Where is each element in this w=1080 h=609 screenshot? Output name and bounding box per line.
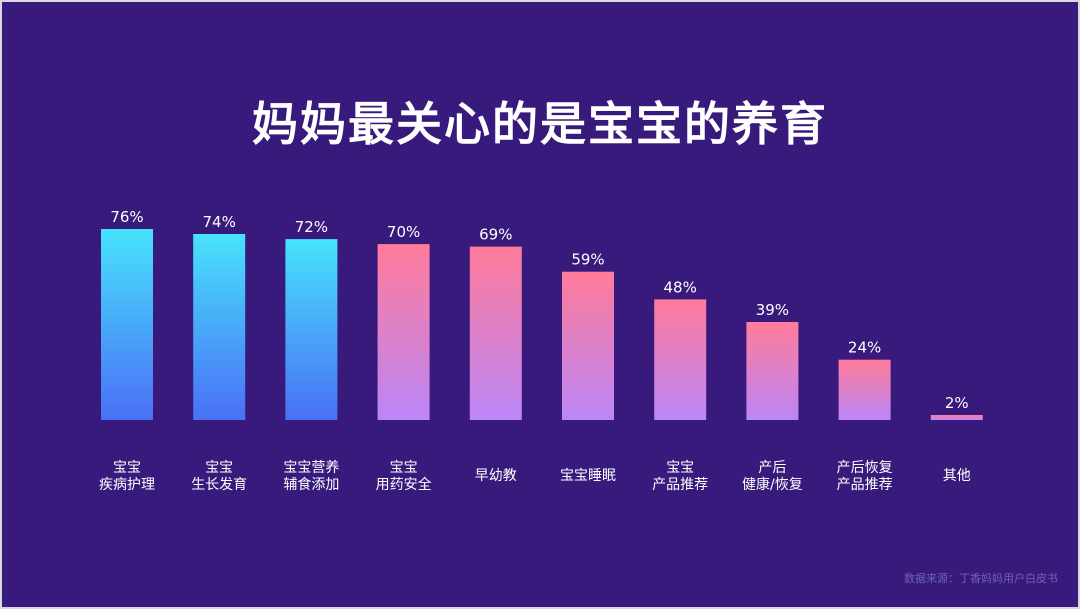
category-label-line: 宝宝 xyxy=(666,460,694,476)
bar xyxy=(654,299,707,420)
category-label-line: 宝宝 xyxy=(113,460,141,476)
bar xyxy=(838,359,891,420)
bar-value-label: 69% xyxy=(479,226,512,244)
bar-value-label: 70% xyxy=(387,223,420,241)
bar xyxy=(377,244,430,420)
category-label: 其他 xyxy=(943,468,971,484)
category-label-line: 健康/恢复 xyxy=(742,476,803,493)
category-label: 产后健康/恢复 xyxy=(742,460,803,493)
category-label: 宝宝产品推荐 xyxy=(652,460,708,493)
category-label-line: 产品推荐 xyxy=(652,477,708,493)
category-label-line: 生长发育 xyxy=(191,477,247,493)
category-label-line: 产品推荐 xyxy=(837,477,893,493)
category-label-line: 宝宝营养 xyxy=(283,460,339,476)
category-label: 宝宝睡眠 xyxy=(560,468,616,484)
category-label: 宝宝用药安全 xyxy=(376,460,432,493)
category-label-line: 宝宝 xyxy=(205,460,233,476)
bar xyxy=(469,246,522,420)
category-label: 产后恢复产品推荐 xyxy=(837,459,893,493)
bar xyxy=(285,239,338,420)
bar xyxy=(101,229,153,420)
category-label-line: 用药安全 xyxy=(376,476,432,493)
category-label-line: 产后恢复 xyxy=(837,459,893,476)
category-label: 早幼教 xyxy=(475,468,517,484)
category-label-line: 其他 xyxy=(943,468,971,484)
bar-value-label: 24% xyxy=(848,339,881,357)
bar xyxy=(562,271,614,420)
data-source-note: 数据来源：丁香妈妈用户白皮书 xyxy=(904,572,1058,585)
category-label: 宝宝生长发育 xyxy=(191,460,247,493)
bar xyxy=(930,415,983,420)
bar-value-label: 76% xyxy=(110,208,143,226)
bar-value-label: 48% xyxy=(664,278,697,296)
category-label: 宝宝疾病护理 xyxy=(99,460,155,493)
bar-value-label: 2% xyxy=(945,394,969,412)
chart-title: 妈妈最关心的是宝宝的养育 xyxy=(252,97,828,151)
category-label-line: 宝宝睡眠 xyxy=(560,468,616,484)
category-label-line: 疾病护理 xyxy=(99,477,155,493)
category-label-line: 产后 xyxy=(758,460,786,476)
bar-value-label: 72% xyxy=(295,218,328,236)
bar-value-label: 39% xyxy=(756,301,789,319)
bar-value-label: 59% xyxy=(571,251,604,269)
bar-value-label: 74% xyxy=(203,213,236,231)
category-label: 宝宝营养辅食添加 xyxy=(283,460,339,493)
bar xyxy=(746,322,799,420)
bar xyxy=(193,234,246,420)
category-label-line: 辅食添加 xyxy=(283,476,339,493)
category-label-line: 宝宝 xyxy=(390,460,418,476)
category-label-line: 早幼教 xyxy=(475,468,517,484)
